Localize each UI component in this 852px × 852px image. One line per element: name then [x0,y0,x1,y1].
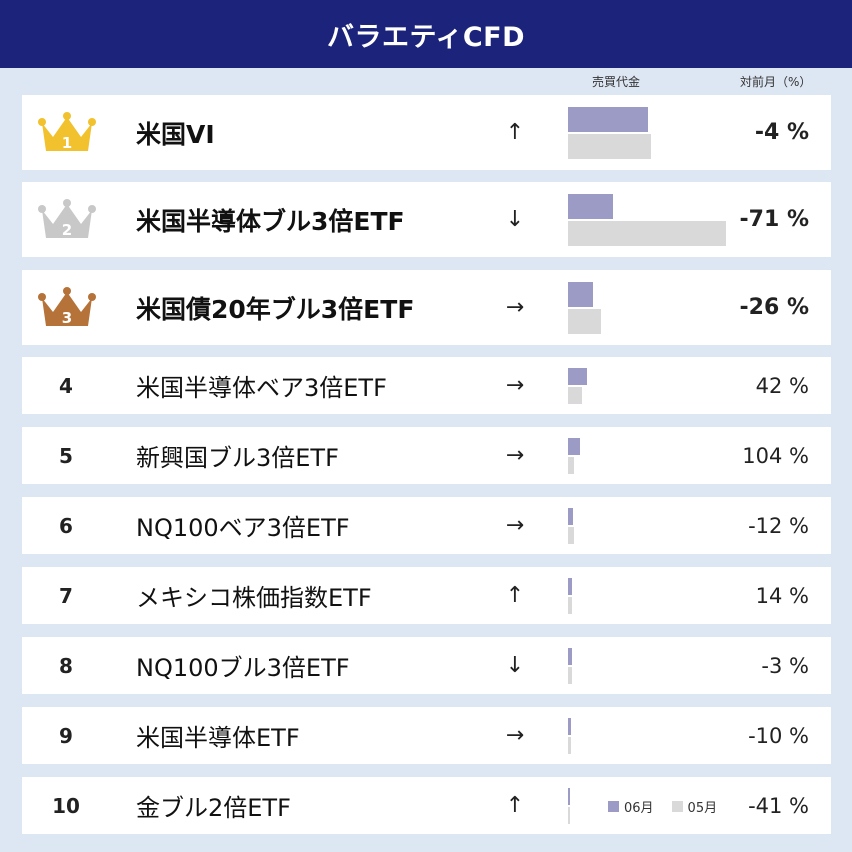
bar-current-month [568,578,572,595]
bar-previous-month [568,667,572,684]
rank-crown-2: 2 [38,198,96,247]
rank-number: 8 [59,653,73,678]
bar-current-month [568,718,571,735]
legend-swatch-previous [671,801,683,812]
change-percent: -12 % [748,513,809,538]
volume-bars [568,567,738,624]
change-percent: 104 % [742,443,809,468]
change-percent: -71 % [739,207,809,232]
bar-previous-month [568,309,601,334]
trend-arrow-icon: ↑ [505,583,525,608]
bar-previous-month [568,597,572,614]
change-percent: -41 % [748,793,809,818]
ranking-row: 2 米国半導体ブル3倍ETF ↓ -71 % [22,182,831,257]
volume-bars [568,270,738,345]
crown-icon: 3 [22,270,110,345]
bar-current-month [568,648,572,665]
volume-bars [568,182,738,257]
rank-crown-1: 1 [38,111,96,160]
change-percent: -3 % [761,653,809,678]
bar-previous-month [568,807,570,824]
trend-arrow-icon: ↑ [505,793,525,818]
rank-number: 5 [59,443,73,468]
ranking-row: 3 米国債20年ブル3倍ETF → -26 % [22,270,831,345]
change-percent: 14 % [755,583,809,608]
rank-number: 10 [52,793,80,818]
rank-number: 7 [59,583,73,608]
svg-text:1: 1 [62,134,72,152]
column-header-volume: 売買代金 [592,75,641,89]
trend-arrow-icon: ↓ [505,653,525,678]
bar-previous-month [568,457,574,474]
trend-arrow-icon: → [505,373,525,398]
bar-current-month [568,107,648,132]
product-name: 米国債20年ブル3倍ETF [136,294,415,324]
ranking-row: 6 NQ100ベア3倍ETF → -12 % [22,497,831,554]
bar-previous-month [568,134,651,159]
volume-bars [568,707,738,764]
ranking-row: 10 金ブル2倍ETF ↑ -41 % [22,777,831,834]
trend-arrow-icon: → [505,295,525,320]
page-title: バラエティCFD [0,0,852,68]
volume-bars [568,637,738,694]
bar-previous-month [568,221,726,246]
product-name: メキシコ株価指数ETF [136,584,372,612]
change-percent: -26 % [739,295,809,320]
volume-bars [568,777,738,834]
product-name: 米国半導体ベア3倍ETF [136,374,387,402]
bar-previous-month [568,387,582,404]
product-name: NQ100ブル3倍ETF [136,654,350,682]
trend-arrow-icon: → [505,723,525,748]
product-name: 米国半導体ブル3倍ETF [136,206,405,236]
rank-number: 9 [59,723,73,748]
legend-swatch-current [608,801,619,812]
bar-current-month [568,282,593,307]
volume-bars [568,497,738,554]
volume-bars [568,95,738,170]
column-header-change: 対前月（%） [740,75,812,89]
trend-arrow-icon: → [505,513,525,538]
chart-legend: 06月 05月 [608,797,717,816]
ranking-row: 8 NQ100ブル3倍ETF ↓ -3 % [22,637,831,694]
change-percent: 42 % [755,373,809,398]
legend-label-previous: 05月 [687,801,718,816]
ranking-row: 7 メキシコ株価指数ETF ↑ 14 % [22,567,831,624]
crown-icon: 1 [22,95,110,170]
bar-previous-month [568,737,571,754]
bar-previous-month [568,527,574,544]
bar-current-month [568,438,580,455]
rank-number: 4 [59,373,73,398]
product-name: 新興国ブル3倍ETF [136,444,339,472]
bar-current-month [568,788,570,805]
product-name: 米国半導体ETF [136,724,300,752]
product-name: 金ブル2倍ETF [136,794,291,822]
rank-crown-3: 3 [38,286,96,335]
crown-icon: 2 [22,182,110,257]
change-percent: -4 % [754,120,809,145]
change-percent: -10 % [748,723,809,748]
product-name: 米国VI [136,119,215,149]
bar-current-month [568,508,573,525]
volume-bars [568,427,738,484]
svg-text:3: 3 [62,309,72,327]
volume-bars [568,357,738,414]
bar-current-month [568,194,613,219]
ranking-row: 9 米国半導体ETF → -10 % [22,707,831,764]
ranking-row: 4 米国半導体ベア3倍ETF → 42 % [22,357,831,414]
bar-current-month [568,368,587,385]
trend-arrow-icon: ↑ [505,120,525,145]
ranking-row: 1 米国VI ↑ -4 % [22,95,831,170]
rank-number: 6 [59,513,73,538]
legend-label-current: 06月 [624,801,654,816]
trend-arrow-icon: ↓ [505,207,525,232]
svg-text:2: 2 [62,221,72,239]
product-name: NQ100ベア3倍ETF [136,514,350,542]
ranking-row: 5 新興国ブル3倍ETF → 104 % [22,427,831,484]
trend-arrow-icon: → [505,443,525,468]
